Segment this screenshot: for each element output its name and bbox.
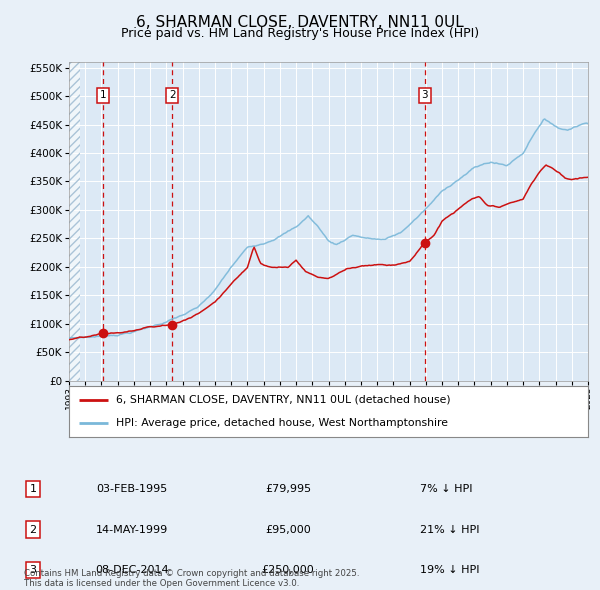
Text: 2: 2 bbox=[29, 525, 37, 535]
Text: 08-DEC-2014: 08-DEC-2014 bbox=[95, 565, 169, 575]
Text: 14-MAY-1999: 14-MAY-1999 bbox=[96, 525, 168, 535]
Bar bbox=[69, 62, 80, 381]
Text: 7% ↓ HPI: 7% ↓ HPI bbox=[420, 484, 473, 494]
Text: 6, SHARMAN CLOSE, DAVENTRY, NN11 0UL (detached house): 6, SHARMAN CLOSE, DAVENTRY, NN11 0UL (de… bbox=[116, 395, 451, 405]
Text: HPI: Average price, detached house, West Northamptonshire: HPI: Average price, detached house, West… bbox=[116, 418, 448, 428]
Text: 1: 1 bbox=[29, 484, 37, 494]
Text: £79,995: £79,995 bbox=[265, 484, 311, 494]
Text: Contains HM Land Registry data © Crown copyright and database right 2025.
This d: Contains HM Land Registry data © Crown c… bbox=[24, 569, 359, 588]
Text: Price paid vs. HM Land Registry's House Price Index (HPI): Price paid vs. HM Land Registry's House … bbox=[121, 27, 479, 40]
Text: 3: 3 bbox=[29, 565, 37, 575]
Text: 6, SHARMAN CLOSE, DAVENTRY, NN11 0UL: 6, SHARMAN CLOSE, DAVENTRY, NN11 0UL bbox=[136, 15, 464, 30]
Text: 03-FEB-1995: 03-FEB-1995 bbox=[97, 484, 167, 494]
Bar bbox=[69, 62, 80, 381]
Text: 21% ↓ HPI: 21% ↓ HPI bbox=[420, 525, 479, 535]
Text: £250,000: £250,000 bbox=[262, 565, 314, 575]
Text: 19% ↓ HPI: 19% ↓ HPI bbox=[420, 565, 479, 575]
Text: 1: 1 bbox=[100, 90, 106, 100]
Text: 2: 2 bbox=[169, 90, 176, 100]
Text: 3: 3 bbox=[421, 90, 428, 100]
Text: £95,000: £95,000 bbox=[265, 525, 311, 535]
